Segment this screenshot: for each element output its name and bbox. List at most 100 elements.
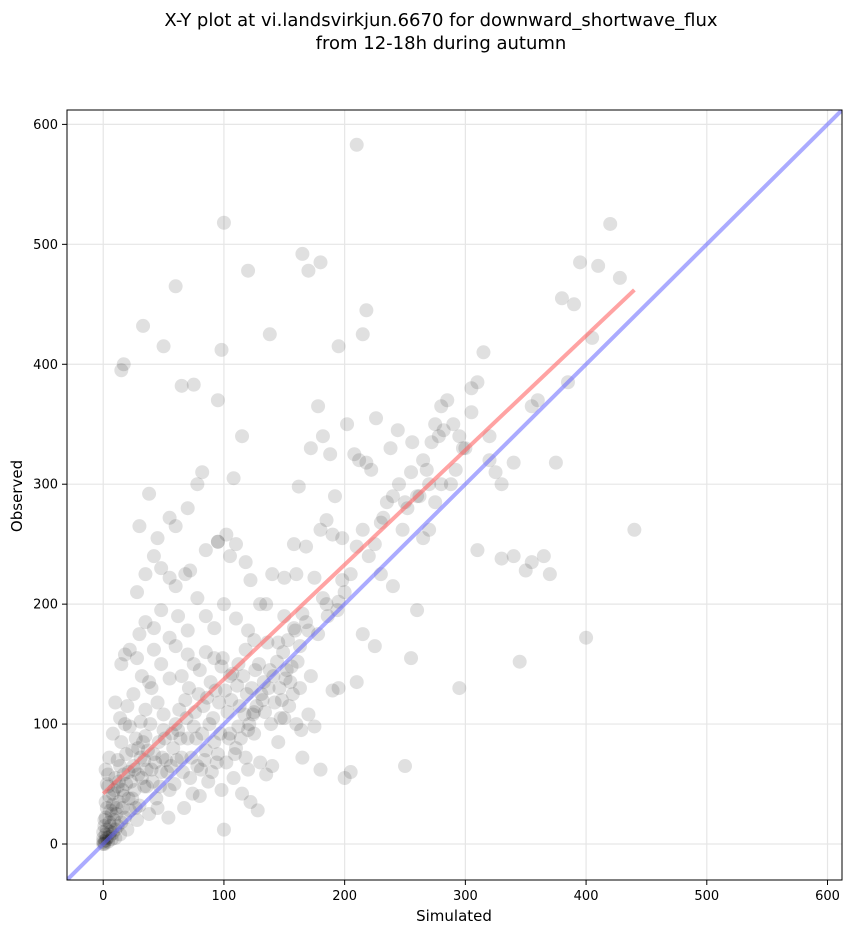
data-point xyxy=(349,675,364,690)
data-point xyxy=(109,807,124,822)
data-point xyxy=(470,375,485,390)
x-tick-label: 0 xyxy=(99,889,107,904)
data-point xyxy=(102,815,117,830)
data-point xyxy=(253,597,268,612)
data-point xyxy=(183,771,198,786)
data-point xyxy=(307,570,322,585)
data-point xyxy=(243,795,258,810)
data-point xyxy=(448,462,463,477)
data-point xyxy=(101,767,116,782)
data-point xyxy=(355,327,370,342)
data-point xyxy=(99,822,114,837)
data-point xyxy=(104,832,119,847)
data-point xyxy=(567,297,582,312)
data-point xyxy=(277,570,292,585)
data-point xyxy=(376,510,391,525)
data-point xyxy=(115,801,130,816)
data-point xyxy=(286,621,301,636)
data-point xyxy=(114,363,129,378)
data-point xyxy=(405,435,420,450)
data-point xyxy=(542,567,557,582)
data-point xyxy=(307,719,322,734)
y-tick-label: 200 xyxy=(33,598,58,613)
data-point xyxy=(173,731,188,746)
data-point xyxy=(369,411,384,426)
y-tick-label: 600 xyxy=(33,118,58,133)
data-point xyxy=(301,707,316,722)
x-tick-label: 200 xyxy=(332,889,357,904)
data-point xyxy=(203,675,218,690)
data-point xyxy=(227,747,242,762)
data-point xyxy=(315,591,330,606)
data-point xyxy=(355,522,370,537)
data-point xyxy=(331,339,346,354)
data-point xyxy=(274,693,289,708)
data-point xyxy=(283,675,298,690)
data-point xyxy=(290,654,305,669)
data-point xyxy=(105,726,120,741)
data-point xyxy=(313,255,328,270)
data-point xyxy=(416,453,431,468)
data-point xyxy=(428,417,443,432)
data-point xyxy=(238,750,253,765)
data-point xyxy=(428,495,443,510)
data-point xyxy=(282,699,297,714)
data-point xyxy=(506,455,521,470)
data-point xyxy=(247,726,262,741)
data-point xyxy=(210,393,225,408)
data-point xyxy=(352,453,367,468)
data-point xyxy=(235,786,250,801)
data-point xyxy=(116,789,131,804)
data-point xyxy=(247,705,262,720)
data-point xyxy=(195,465,210,480)
regression-line xyxy=(101,288,636,796)
data-point xyxy=(216,215,231,230)
data-point xyxy=(325,683,340,698)
data-point xyxy=(180,731,195,746)
data-point xyxy=(273,711,288,726)
data-point xyxy=(259,767,274,782)
data-point xyxy=(512,654,527,669)
data-point xyxy=(180,501,195,516)
data-point xyxy=(419,462,434,477)
data-point xyxy=(221,731,236,746)
data-point xyxy=(180,623,195,638)
data-point xyxy=(119,777,134,792)
data-point xyxy=(138,567,153,582)
data-point xyxy=(276,645,291,660)
data-point xyxy=(476,345,491,360)
data-point xyxy=(241,723,256,738)
data-point xyxy=(179,711,194,726)
data-point xyxy=(114,735,129,750)
data-point xyxy=(180,647,195,662)
data-point xyxy=(247,633,262,648)
data-point xyxy=(202,717,217,732)
data-point xyxy=(150,801,165,816)
data-point xyxy=(280,633,295,648)
data-point xyxy=(230,678,245,693)
data-point xyxy=(127,783,142,798)
data-point xyxy=(325,527,340,542)
data-point xyxy=(424,435,439,450)
data-point xyxy=(313,522,328,537)
data-point xyxy=(128,731,143,746)
data-point xyxy=(400,501,415,516)
data-point xyxy=(233,731,248,746)
data-point xyxy=(319,513,334,528)
data-point xyxy=(168,279,183,294)
data-point xyxy=(161,810,176,825)
data-point xyxy=(146,621,161,636)
data-point xyxy=(434,477,449,492)
data-point xyxy=(154,765,169,780)
data-point xyxy=(111,795,126,810)
data-point xyxy=(385,579,400,594)
data-point xyxy=(142,807,157,822)
data-point xyxy=(452,429,467,444)
data-point xyxy=(128,801,143,816)
data-point xyxy=(241,762,256,777)
data-point xyxy=(139,762,154,777)
data-point xyxy=(190,759,205,774)
data-point xyxy=(364,462,379,477)
data-point xyxy=(303,441,318,456)
data-point xyxy=(229,741,244,756)
